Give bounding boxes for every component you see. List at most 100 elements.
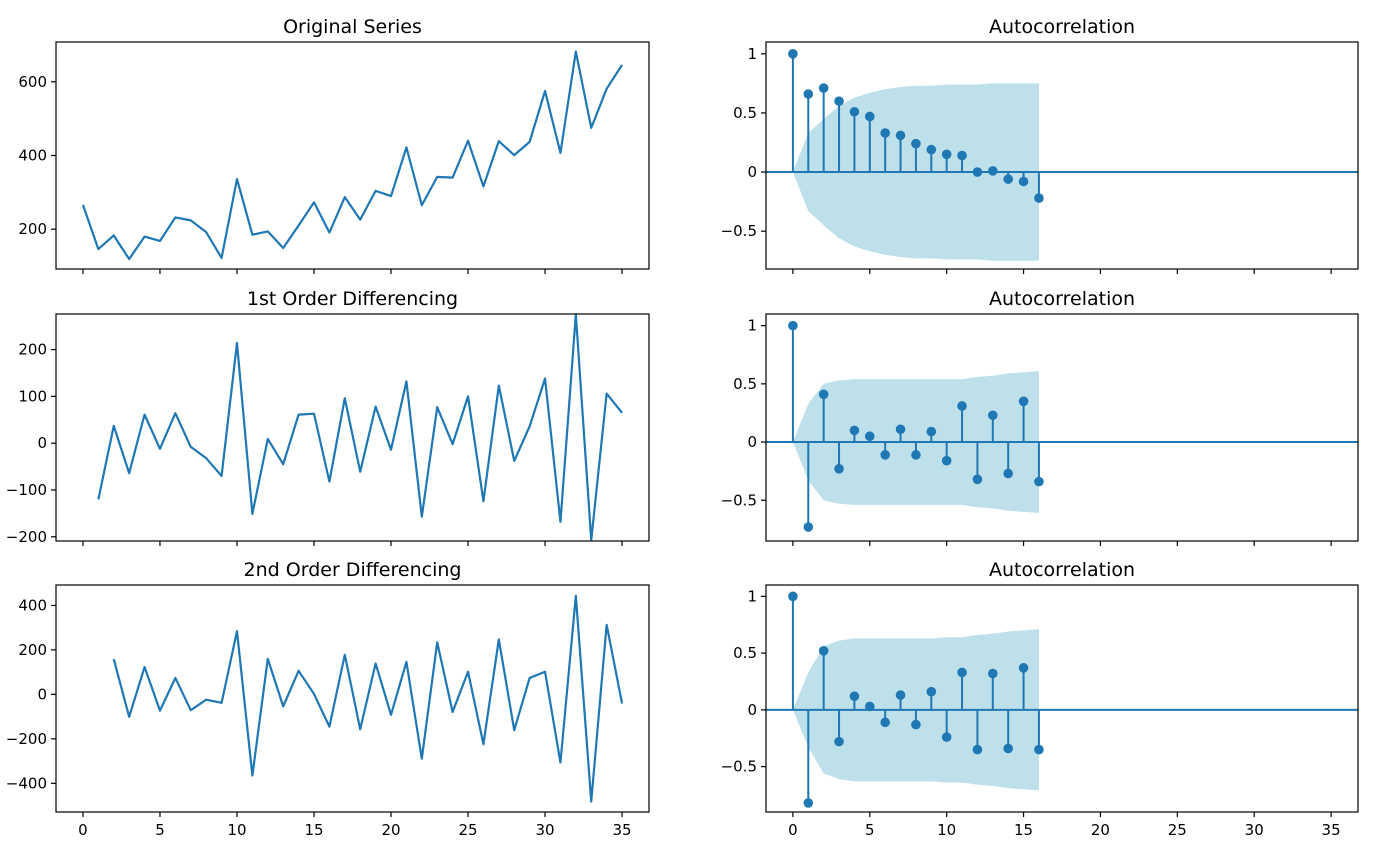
y-tick-label: 0.5	[733, 375, 757, 393]
acf-point	[941, 732, 952, 742]
acf-point	[957, 401, 967, 411]
acf-point	[911, 450, 921, 460]
y-tick-label: −400	[6, 774, 47, 792]
y-tick-label: 0	[37, 434, 47, 452]
acf-point	[1018, 396, 1029, 407]
subplot-title: 2nd Order Differencing	[244, 559, 462, 581]
y-tick-label: −0.5	[721, 758, 757, 776]
x-tick-label: 5	[155, 821, 165, 839]
x-tick-label: 20	[381, 821, 400, 839]
y-tick-label: 0.5	[733, 104, 757, 122]
acf-point	[972, 744, 983, 755]
acf-point	[1018, 663, 1029, 673]
axes-frame	[55, 41, 650, 270]
acf-point	[926, 144, 937, 155]
acf-point	[834, 736, 844, 747]
acf-point	[864, 431, 875, 442]
y-tick-label: −0.5	[721, 491, 757, 509]
axes-frame	[765, 313, 1359, 542]
y-tick-label: 1	[747, 587, 757, 605]
y-tick-label: 400	[18, 147, 47, 165]
axes-frame	[55, 584, 650, 813]
acf-point	[788, 320, 798, 331]
y-tick-label: 0	[37, 685, 47, 703]
x-tick-label: 35	[1322, 821, 1341, 839]
subplot-2: Autocorrelation −0.5 0 0.5 1	[721, 16, 1359, 274]
acf-point	[988, 166, 998, 176]
y-tick-label: 0	[747, 433, 757, 451]
acf-point	[1034, 193, 1044, 203]
axes-frame	[765, 41, 1359, 270]
acf-point	[788, 591, 798, 602]
subplot-6: Autocorrelation−0.500.510 5 10 15 20 25 30 35	[721, 559, 1359, 839]
acf-point	[895, 424, 906, 435]
acf-point	[849, 691, 860, 702]
acf-point	[988, 668, 998, 679]
y-tick-label: 0	[747, 163, 757, 181]
x-tick-label: 15	[1014, 821, 1033, 839]
acf-point	[880, 717, 890, 728]
acf-point	[895, 130, 906, 141]
x-tick-label: 35	[612, 821, 631, 839]
y-tick-label: −200	[6, 528, 47, 546]
acf-point	[1003, 743, 1013, 754]
acf-point	[834, 96, 844, 106]
axes-frame	[55, 313, 650, 542]
acf-point	[926, 686, 937, 697]
subplot-title: Autocorrelation	[989, 16, 1135, 38]
acf-point	[880, 450, 890, 460]
acf-point	[880, 128, 890, 138]
subplot-3: 1st Order Differencing −200 −100 0 100 200	[6, 288, 650, 546]
acf-point	[818, 646, 829, 656]
series-line	[81, 50, 623, 261]
acf-point	[849, 106, 860, 117]
acf-point	[803, 522, 814, 532]
x-tick-label: 10	[227, 821, 246, 839]
y-tick-label: 600	[18, 73, 47, 91]
acf-point	[972, 474, 983, 485]
acf-point	[1018, 176, 1029, 187]
y-tick-label: −0.5	[721, 222, 757, 240]
acf-point	[957, 150, 967, 161]
y-tick-label: 1	[747, 45, 757, 63]
acf-point	[926, 426, 937, 437]
x-tick-label: 30	[535, 821, 554, 839]
subplot-title: Autocorrelation	[989, 559, 1135, 581]
acf-point	[788, 49, 798, 59]
acf-point	[988, 410, 998, 421]
x-tick-label: 15	[304, 821, 323, 839]
acf-point	[1034, 744, 1044, 755]
x-tick-label: 20	[1091, 821, 1110, 839]
acf-point	[941, 149, 952, 160]
subplot-title: Autocorrelation	[989, 288, 1135, 310]
series-line	[112, 594, 624, 803]
acf-point	[941, 455, 952, 466]
subplot-4: Autocorrelation −0.5 0 0.5 1	[721, 288, 1359, 546]
acf-point	[1034, 476, 1044, 487]
y-tick-label: 400	[18, 596, 47, 614]
acf-point	[1003, 174, 1013, 184]
x-tick-label: 30	[1245, 821, 1264, 839]
y-tick-label: 200	[18, 220, 47, 238]
acf-point	[911, 138, 921, 149]
y-tick-label: 0.5	[733, 644, 757, 662]
acf-point	[957, 667, 967, 678]
x-tick-label: 0	[78, 821, 88, 839]
acf-point	[818, 389, 829, 400]
x-tick-label: 10	[937, 821, 956, 839]
x-tick-label: 0	[788, 821, 798, 839]
acf-point	[803, 89, 814, 99]
subplot-title: 1st Order Differencing	[247, 288, 458, 310]
acf-point	[834, 464, 844, 474]
x-tick-label: 5	[865, 821, 875, 839]
acf-point	[849, 425, 860, 436]
acf-point	[803, 798, 814, 808]
x-tick-label: 25	[1168, 821, 1187, 839]
y-tick-label: 100	[18, 387, 47, 405]
acf-point	[972, 167, 983, 177]
y-tick-label: −200	[6, 730, 47, 748]
acf-point	[864, 701, 875, 712]
y-tick-label: −100	[6, 481, 47, 499]
y-tick-label: 200	[18, 341, 47, 359]
